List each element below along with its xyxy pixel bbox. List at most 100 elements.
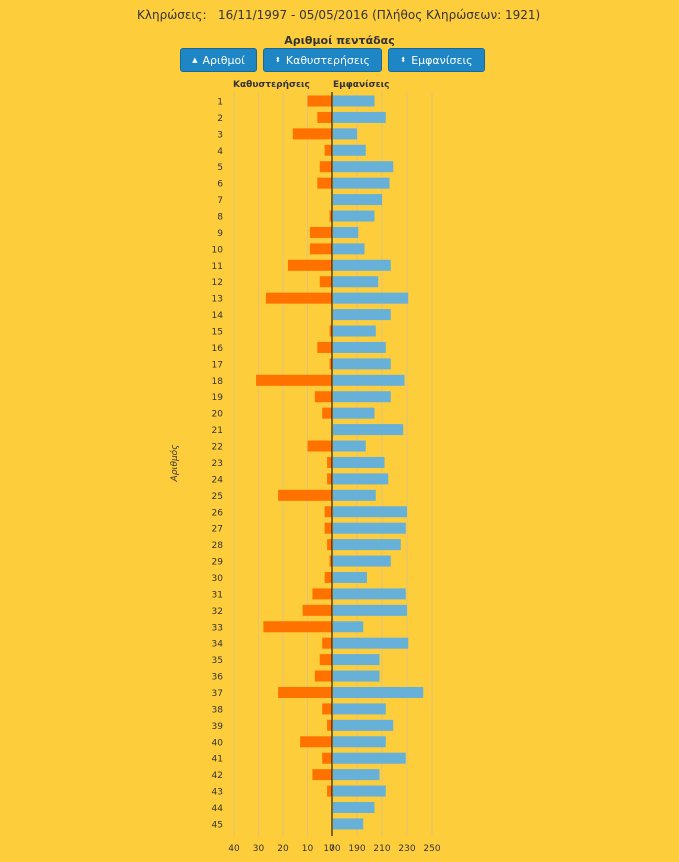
delay-legend: Καθυστερήσεις <box>233 80 310 90</box>
sort-asc-icon: ▲ <box>192 56 198 64</box>
delay-bar <box>314 670 332 682</box>
category-label: 20 <box>212 410 224 420</box>
category-label: 38 <box>212 705 224 715</box>
category-label: 42 <box>212 771 223 781</box>
category-label: 18 <box>212 377 224 387</box>
appearance-bar <box>333 456 385 468</box>
category-label: 22 <box>212 443 223 453</box>
appearance-bar <box>333 358 391 370</box>
category-label: 8 <box>217 213 223 223</box>
delay-bar <box>307 95 332 107</box>
appearance-bar <box>333 374 405 386</box>
delay-bar <box>319 654 332 666</box>
delay-bar <box>278 686 332 698</box>
category-label: 35 <box>212 656 223 666</box>
sort-by-number-button[interactable]: ▲ Αριθμοί <box>180 48 257 72</box>
appearance-bar <box>333 440 366 452</box>
x-tick-label: 20 <box>277 844 289 854</box>
appearance-bar <box>333 407 375 419</box>
delay-bar <box>312 588 332 600</box>
appearance-bar <box>333 736 386 748</box>
appearance-bar <box>333 654 380 666</box>
category-label: 45 <box>212 820 223 830</box>
delay-bar <box>324 522 332 534</box>
appearance-bar <box>333 506 407 518</box>
appearance-bar <box>333 752 406 764</box>
category-label: 24 <box>212 475 224 485</box>
category-label: 29 <box>212 558 224 568</box>
appearance-bar <box>333 128 357 140</box>
delay-bar <box>327 539 332 551</box>
category-label: 39 <box>212 722 224 732</box>
delay-bar <box>324 571 332 583</box>
appearance-bar <box>333 341 386 353</box>
category-label: 44 <box>212 804 224 814</box>
category-label: 11 <box>212 262 223 272</box>
delay-bar <box>302 604 332 616</box>
x-tick-label: 30 <box>253 844 265 854</box>
appearance-bar <box>333 177 390 189</box>
appearances-legend: Εμφανίσεις <box>333 80 390 90</box>
category-label: 36 <box>212 673 224 683</box>
appearance-bar <box>333 424 404 436</box>
delay-bar <box>329 358 332 370</box>
delay-bar <box>319 276 332 288</box>
delay-bar <box>327 719 332 731</box>
x-tick-label: 170 <box>323 844 340 854</box>
category-label: 6 <box>217 180 223 190</box>
category-label: 9 <box>217 229 223 239</box>
appearance-bar <box>333 539 401 551</box>
appearance-bar <box>333 325 376 337</box>
delay-bar <box>322 703 332 715</box>
delay-bar <box>327 456 332 468</box>
y-axis-label: Αριθμός <box>169 445 180 483</box>
appearance-bar <box>333 571 367 583</box>
sort-by-number-label: Αριθμοί <box>202 53 245 67</box>
appearance-bar <box>333 522 406 534</box>
delay-bar <box>319 161 332 173</box>
sort-icon: ⬍ <box>274 56 281 64</box>
category-label: 10 <box>212 245 224 255</box>
appearance-bar <box>333 161 394 173</box>
draws-label: Κληρώσεις: <box>137 8 207 22</box>
category-label: 1 <box>217 98 223 108</box>
appearance-bar <box>333 391 391 403</box>
appearance-bar <box>333 769 380 781</box>
chart-title: Αριθμοί πεντάδας <box>284 34 395 47</box>
delay-bar <box>312 769 332 781</box>
category-label: 27 <box>212 525 223 535</box>
delay-bar <box>317 341 332 353</box>
appearance-bar <box>333 637 409 649</box>
category-label: 31 <box>212 590 223 600</box>
delay-bar <box>327 785 332 797</box>
category-label: 17 <box>212 360 223 370</box>
category-label: 7 <box>217 196 223 206</box>
category-label: 2 <box>217 114 223 124</box>
delay-bar <box>307 440 332 452</box>
delay-bar <box>329 210 332 222</box>
appearance-bar <box>333 621 364 633</box>
sort-by-delay-button[interactable]: ⬍ Καθυστερήσεις <box>263 48 382 72</box>
delay-bar <box>322 407 332 419</box>
sort-by-appearances-label: Εμφανίσεις <box>411 53 473 67</box>
appearance-bar <box>333 473 389 485</box>
delay-bar <box>287 259 332 271</box>
category-label: 32 <box>212 607 223 617</box>
delay-bar <box>256 374 332 386</box>
x-tick-label: 250 <box>423 844 440 854</box>
delay-bar <box>263 621 332 633</box>
x-tick-label: 210 <box>373 844 390 854</box>
appearance-bar <box>333 259 391 271</box>
delay-bar <box>322 752 332 764</box>
delay-bar <box>329 555 332 567</box>
x-tick-label: 40 <box>228 844 240 854</box>
appearance-bar <box>333 95 375 107</box>
sort-by-appearances-button[interactable]: ⬍ Εμφανίσεις <box>388 48 485 72</box>
appearance-bar <box>333 111 386 123</box>
appearance-bar <box>333 785 386 797</box>
category-label: 19 <box>212 393 224 403</box>
appearance-bar <box>333 194 382 206</box>
appearance-bar <box>333 670 380 682</box>
appearance-bar <box>333 686 424 698</box>
category-label: 3 <box>217 130 223 140</box>
